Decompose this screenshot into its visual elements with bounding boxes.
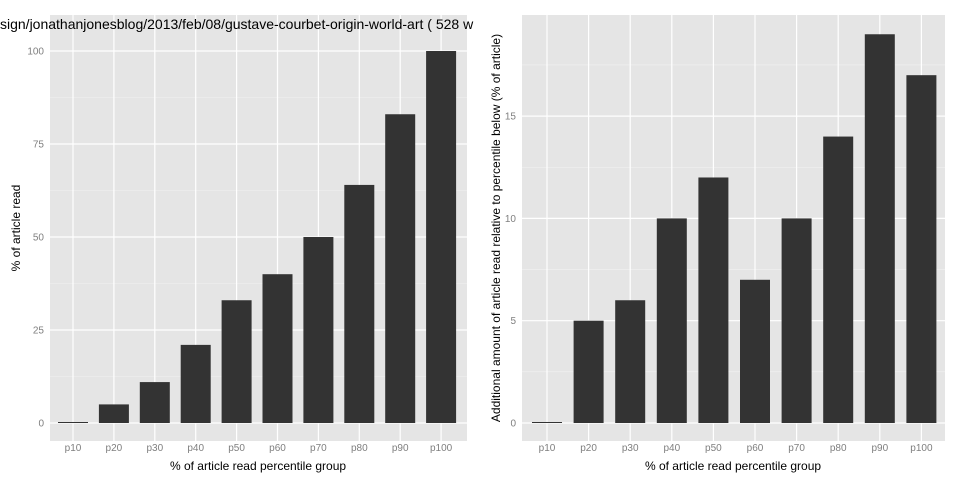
- right-bar-p90: [864, 34, 895, 423]
- left-x-tick-label: p10: [65, 443, 82, 454]
- left-y-tick-label: 100: [27, 47, 44, 58]
- right-y-tick-label: 5: [510, 316, 516, 327]
- right-x-tick-label: p50: [705, 443, 722, 454]
- right-y-axis-label: Additional amount of article read relati…: [489, 34, 503, 422]
- left-x-tick-label: p50: [228, 443, 245, 454]
- left-x-tick-label: p100: [430, 443, 453, 454]
- left-bar-p100: [426, 51, 457, 423]
- right-bar-p30: [615, 300, 646, 423]
- left-x-tick-label: p20: [106, 443, 123, 454]
- left-bar-p50: [221, 300, 252, 423]
- left-y-tick-label: 75: [33, 140, 45, 151]
- left-x-tick-label: p30: [146, 443, 163, 454]
- left-bar-p20: [98, 404, 129, 423]
- left-y-tick-label: 25: [33, 326, 45, 337]
- right-x-tick-label: p20: [580, 443, 597, 454]
- left-y-axis-label: % of article read: [9, 185, 23, 272]
- right-x-axis-label: % of article read percentile group: [645, 459, 821, 473]
- left-bar-p80: [344, 184, 375, 423]
- left-y-tick-labels: 0 25 50 75 100: [27, 47, 44, 430]
- left-x-tick-label: p60: [269, 443, 286, 454]
- left-x-tick-labels: p10 p20 p30 p40 p50 p60 p70 p80 p90 p100: [65, 443, 453, 454]
- left-y-tick-label: 50: [33, 233, 45, 244]
- right-bar-p60: [740, 279, 770, 423]
- right-y-tick-labels: 0 5 10 15: [505, 112, 517, 430]
- left-x-tick-label: p90: [392, 443, 409, 454]
- right-bar-p50: [698, 177, 729, 423]
- left-bar-p40: [180, 344, 211, 423]
- right-x-tick-label: p90: [871, 443, 888, 454]
- right-bar-p10: [532, 422, 562, 423]
- right-x-tick-label: p80: [830, 443, 847, 454]
- right-x-tick-label: p40: [663, 443, 680, 454]
- right-x-tick-label: p30: [622, 443, 639, 454]
- left-bar-p90: [385, 114, 416, 424]
- right-x-tick-label: p60: [747, 443, 764, 454]
- left-bar-p60: [262, 274, 293, 423]
- right-x-tick-labels: p10 p20 p30 p40 p50 p60 p70 p80 p90 p100: [539, 443, 933, 454]
- left-y-tick-label: 0: [38, 419, 44, 430]
- right-y-tick-label: 10: [505, 214, 517, 225]
- right-bar-p80: [823, 136, 854, 423]
- left-bar-p30: [139, 382, 170, 423]
- left-x-tick-label: p80: [351, 443, 368, 454]
- left-x-tick-label: p40: [187, 443, 204, 454]
- left-bar-p10: [58, 422, 88, 423]
- left-chart-title: sign/jonathanjonesblog/2013/feb/08/gusta…: [0, 16, 474, 32]
- left-x-tick-label: p70: [310, 443, 327, 454]
- right-y-tick-label: 15: [505, 112, 517, 123]
- right-x-tick-label: p70: [788, 443, 805, 454]
- right-x-tick-label: p10: [539, 443, 556, 454]
- right-bar-p40: [656, 218, 687, 423]
- right-x-tick-label: p100: [910, 443, 933, 454]
- left-bars: [58, 51, 457, 424]
- right-bar-p70: [781, 218, 812, 423]
- right-bar-p100: [906, 75, 937, 424]
- right-bar-p20: [573, 320, 604, 423]
- right-bars: [532, 34, 937, 424]
- left-x-axis-label: % of article read percentile group: [170, 459, 346, 473]
- right-y-tick-label: 0: [510, 419, 516, 430]
- left-bar-p70: [303, 237, 334, 423]
